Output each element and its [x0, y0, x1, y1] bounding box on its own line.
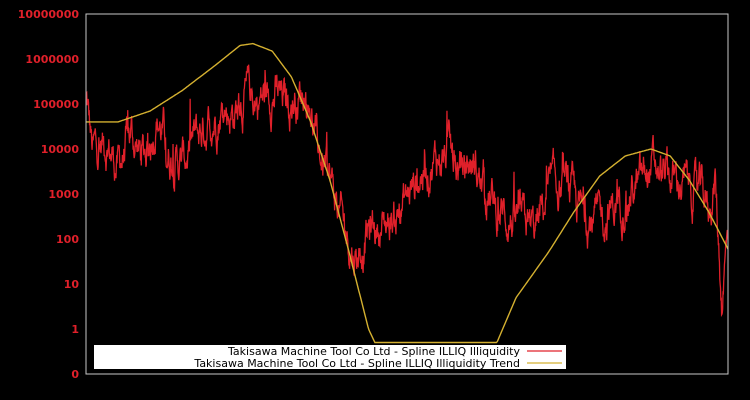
plot-area	[86, 42, 728, 344]
plot-frame	[85, 13, 729, 375]
y-tick-label: 10000000	[18, 8, 80, 21]
legend-box	[94, 345, 566, 369]
y-tick-label: 100	[56, 233, 79, 246]
y-tick-label: 1	[71, 323, 79, 336]
illiquidity-trend-line	[86, 42, 728, 344]
y-tick-label: 1000	[48, 188, 79, 201]
y-axis-labels: 10000000 1000000 100000 10000 1000 100 1…	[18, 8, 80, 381]
y-tick-label: 0	[71, 368, 79, 381]
y-tick-label: 100000	[33, 98, 79, 111]
y-tick-label: 10000	[41, 143, 80, 156]
legend-label-trend: Takisawa Machine Tool Co Ltd - Spline IL…	[193, 357, 520, 370]
legend: Takisawa Machine Tool Co Ltd - Spline IL…	[94, 345, 566, 370]
y-tick-label: 1000000	[25, 53, 79, 66]
legend-label-illiquidity: Takisawa Machine Tool Co Ltd - Spline IL…	[227, 345, 520, 358]
illiquidity-series-line	[86, 64, 728, 318]
y-tick-label: 10	[64, 278, 80, 291]
